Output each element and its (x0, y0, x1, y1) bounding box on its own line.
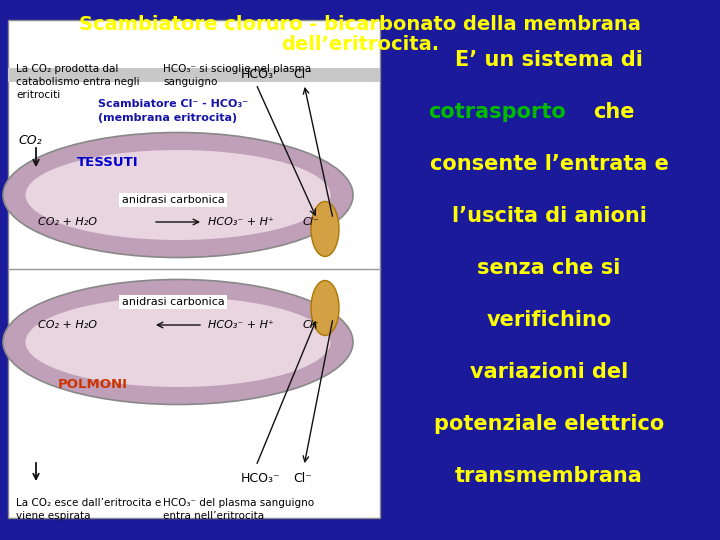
Text: TESSUTI: TESSUTI (77, 156, 139, 168)
Text: dell’eritrocita.: dell’eritrocita. (281, 35, 439, 53)
Text: senza che si: senza che si (477, 258, 621, 278)
Text: consente l’entrata e: consente l’entrata e (430, 154, 668, 174)
Text: anidrasi carbonica: anidrasi carbonica (122, 297, 225, 307)
Text: Cl⁻: Cl⁻ (293, 68, 312, 80)
Ellipse shape (311, 201, 339, 256)
Text: HCO₃⁻ si scioglie nel plasma
sanguigno: HCO₃⁻ si scioglie nel plasma sanguigno (163, 64, 311, 87)
Text: E’ un sistema di: E’ un sistema di (455, 50, 643, 70)
Text: potenziale elettrico: potenziale elettrico (434, 414, 664, 434)
Text: HCO₃⁻ + H⁺: HCO₃⁻ + H⁺ (208, 217, 274, 227)
Text: HCO₃⁻ + H⁺: HCO₃⁻ + H⁺ (208, 320, 274, 330)
Text: l’uscita di anioni: l’uscita di anioni (451, 206, 647, 226)
Text: Cl⁻: Cl⁻ (303, 217, 320, 227)
Text: CO₂ + H₂O: CO₂ + H₂O (38, 217, 97, 227)
Ellipse shape (3, 280, 353, 404)
Text: HCO₃⁻: HCO₃⁻ (241, 471, 281, 484)
FancyBboxPatch shape (8, 68, 380, 82)
Text: POLMONI: POLMONI (58, 379, 128, 392)
Text: Scambiatore cloruro - bicarbonato della membrana: Scambiatore cloruro - bicarbonato della … (79, 15, 641, 33)
Text: Cl⁻: Cl⁻ (303, 320, 320, 330)
Text: anidrasi carbonica: anidrasi carbonica (122, 195, 225, 205)
Text: che: che (593, 102, 635, 122)
Text: (membrana eritrocita): (membrana eritrocita) (98, 113, 237, 123)
Text: Scambiatore Cl⁻ - HCO₃⁻: Scambiatore Cl⁻ - HCO₃⁻ (98, 99, 248, 109)
Text: HCO₃⁻ del plasma sanguigno
entra nell’eritrocita: HCO₃⁻ del plasma sanguigno entra nell’er… (163, 498, 314, 521)
Ellipse shape (311, 280, 339, 335)
Text: CO₂ + H₂O: CO₂ + H₂O (38, 320, 97, 330)
Text: transmembrana: transmembrana (455, 466, 643, 486)
Text: verifichino: verifichino (487, 310, 611, 330)
Text: variazioni del: variazioni del (470, 362, 628, 382)
Text: La CO₂ prodotta dal
catabolismo entra negli
eritrociti: La CO₂ prodotta dal catabolismo entra ne… (16, 64, 140, 99)
Text: CO₂: CO₂ (18, 133, 42, 146)
Text: Cl⁻: Cl⁻ (293, 471, 312, 484)
Ellipse shape (3, 132, 353, 258)
Ellipse shape (25, 297, 330, 387)
FancyBboxPatch shape (8, 20, 380, 518)
Text: La CO₂ esce dall’eritrocita e
viene espirata: La CO₂ esce dall’eritrocita e viene espi… (16, 498, 161, 521)
Text: HCO₃⁻: HCO₃⁻ (241, 68, 281, 80)
Text: cotrasporto: cotrasporto (428, 102, 566, 122)
Ellipse shape (25, 150, 330, 240)
